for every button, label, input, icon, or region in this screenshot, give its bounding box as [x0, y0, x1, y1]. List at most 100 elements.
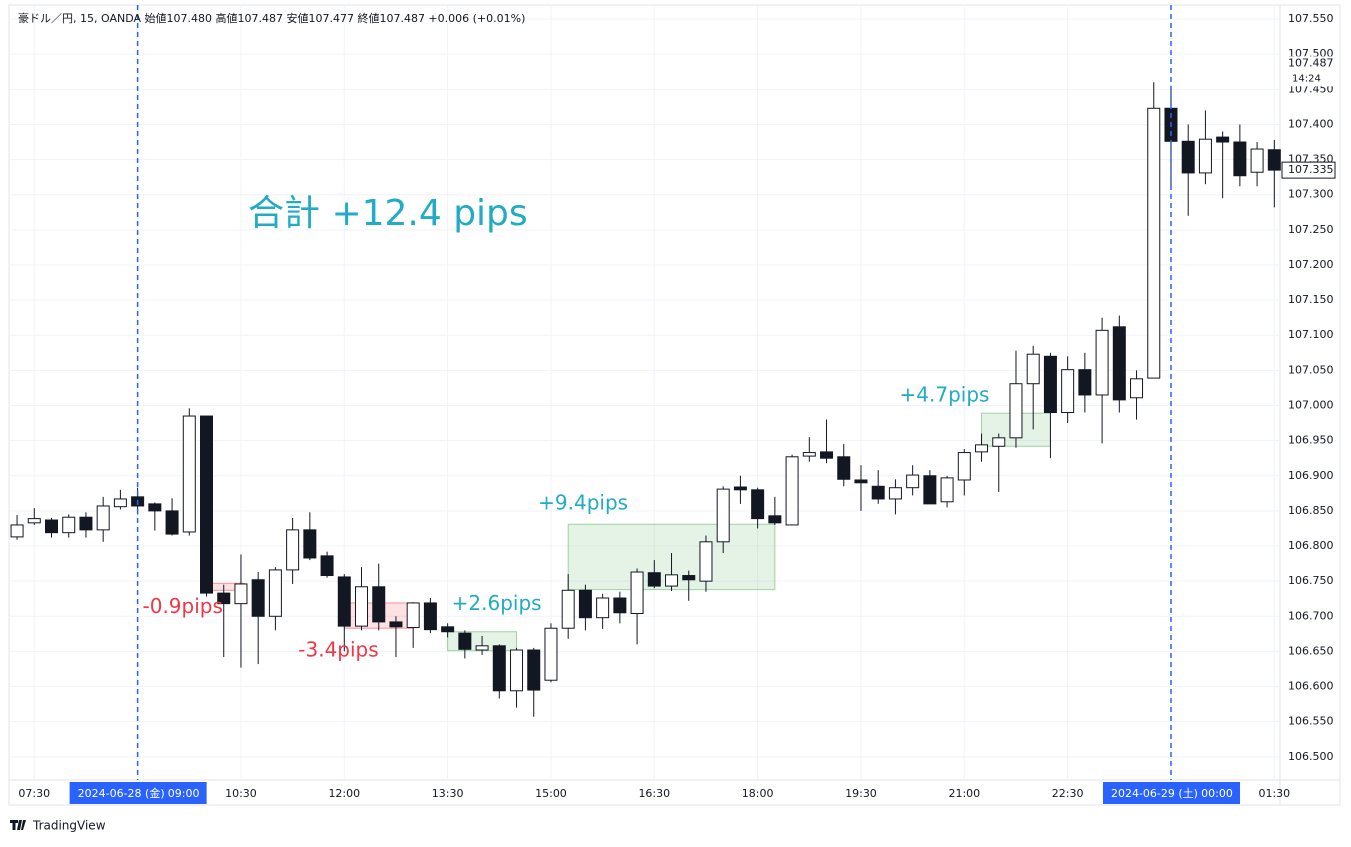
candle-body — [561, 589, 575, 629]
x-tick-label: 19:30 — [845, 787, 877, 800]
candle-body — [1043, 355, 1057, 414]
candle-body — [733, 486, 747, 491]
candle-body — [303, 529, 317, 559]
y-tick-label: 106.950 — [1288, 434, 1334, 447]
y-tick-label: 107.050 — [1288, 363, 1334, 376]
candle-body — [699, 541, 713, 582]
candle-body — [1009, 383, 1023, 439]
candle-body — [613, 597, 627, 614]
date-highlight — [1102, 782, 1240, 804]
candle-body — [596, 597, 610, 619]
candle-body — [406, 602, 420, 629]
candle-body — [113, 498, 127, 508]
header: 豪ドル／円, 15, OANDA 始値107.480 高値107.487 安値1… — [18, 11, 525, 25]
candle-body — [802, 452, 816, 457]
x-tick-label: 10:30 — [225, 787, 257, 800]
candle-body — [320, 555, 334, 577]
candle-body — [268, 569, 282, 617]
candle-body — [286, 529, 300, 571]
pips-label: -0.9pips — [143, 594, 223, 618]
x-tick-label: 21:00 — [948, 787, 980, 800]
footer: TradingView — [32, 819, 106, 833]
candle-body — [423, 602, 437, 631]
candle-body — [1216, 136, 1230, 143]
candle-body — [27, 518, 41, 524]
x-tick-label: 12:00 — [328, 787, 360, 800]
candle-body — [1095, 329, 1109, 396]
candle-body — [716, 488, 730, 543]
x-tick-label: 00:00 — [1201, 787, 1233, 800]
candle-body — [527, 649, 541, 691]
candle-body — [992, 437, 1006, 447]
candle-body — [200, 415, 214, 594]
y-tick-label: 106.500 — [1288, 750, 1334, 763]
price-marker-sub: 14:24 — [1292, 73, 1321, 84]
candle-body — [888, 487, 902, 500]
y-tick-label: 106.650 — [1288, 644, 1334, 657]
candle-body — [940, 477, 954, 503]
y-tick-label: 107.300 — [1288, 188, 1334, 201]
candle-body — [906, 474, 920, 489]
y-tick-label: 106.700 — [1288, 609, 1334, 622]
candle-body — [234, 583, 248, 605]
x-tick-label: 16:30 — [638, 787, 670, 800]
candle-body — [682, 575, 696, 581]
price-marker-label: 107.335 — [1288, 163, 1334, 176]
date-label: 2024-06-29 (土) — [1111, 787, 1198, 800]
pips-label: -3.4pips — [298, 638, 378, 662]
candle-body — [96, 505, 110, 531]
candle-body — [458, 632, 472, 650]
candle-body — [785, 456, 799, 526]
pips-label: +4.7pips — [900, 383, 990, 407]
candle-body — [251, 579, 265, 617]
candle-body — [957, 452, 971, 481]
x-tick-label: 22:30 — [1052, 787, 1084, 800]
y-tick-label: 107.150 — [1288, 293, 1334, 306]
candle-body — [975, 444, 989, 453]
candle-body — [1130, 378, 1144, 399]
candle-body — [854, 479, 868, 484]
total-annotation: 合計 +12.4 pips — [248, 193, 528, 234]
candle-body — [665, 574, 679, 587]
candle-body — [492, 645, 506, 692]
candle-body — [751, 489, 765, 520]
logo — [10, 820, 26, 830]
candle-body — [1112, 326, 1126, 401]
candle-body — [217, 592, 231, 605]
y-tick-label: 106.900 — [1288, 469, 1334, 482]
candle-body — [871, 485, 885, 500]
candle-body — [389, 621, 403, 628]
candle-body — [1233, 141, 1247, 177]
candle-body — [768, 515, 782, 524]
candle-body — [165, 510, 179, 535]
date-label: 2024-06-28 (金) — [78, 786, 165, 800]
price-marker-bg — [1281, 56, 1339, 87]
x-tick-label: 07:30 — [18, 787, 50, 800]
y-tick-label: 106.850 — [1288, 504, 1334, 517]
y-tick-label: 106.800 — [1288, 539, 1334, 552]
candle-body — [62, 516, 76, 534]
candle-body — [79, 516, 93, 531]
candle-body — [148, 503, 162, 512]
candle-body — [10, 524, 24, 538]
x-tick-label: 18:00 — [742, 787, 774, 800]
candle-body — [630, 571, 644, 614]
candle-body — [1250, 148, 1264, 173]
pips-label: +9.4pips — [538, 491, 628, 515]
y-tick-label: 107.400 — [1288, 117, 1334, 130]
y-tick-label: 106.750 — [1288, 574, 1334, 587]
pips-label: +2.6pips — [452, 591, 542, 615]
candle-body — [1198, 138, 1212, 174]
y-tick-label: 106.600 — [1288, 680, 1334, 693]
candle-body — [837, 456, 851, 480]
candle-body — [475, 645, 489, 651]
y-tick-label: 107.550 — [1288, 12, 1334, 25]
y-tick-label: 107.000 — [1288, 398, 1334, 411]
y-tick-label: 107.250 — [1288, 223, 1334, 236]
x-tick-label: 13:30 — [432, 787, 464, 800]
candle-body — [647, 572, 661, 587]
candle-body — [182, 415, 196, 533]
candle-body — [923, 475, 937, 505]
candle-body — [510, 649, 524, 692]
